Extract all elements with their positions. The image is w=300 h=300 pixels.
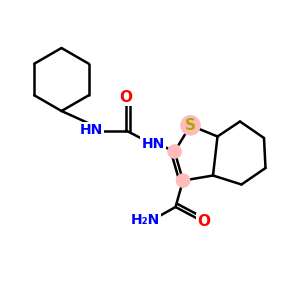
Circle shape [181,116,200,135]
Text: HN: HN [141,137,165,151]
Circle shape [176,174,190,187]
Text: O: O [197,214,210,230]
Text: O: O [119,90,133,105]
Text: H₂N: H₂N [131,214,160,227]
Circle shape [168,145,181,158]
Text: HN: HN [80,124,103,137]
Text: S: S [185,118,196,133]
